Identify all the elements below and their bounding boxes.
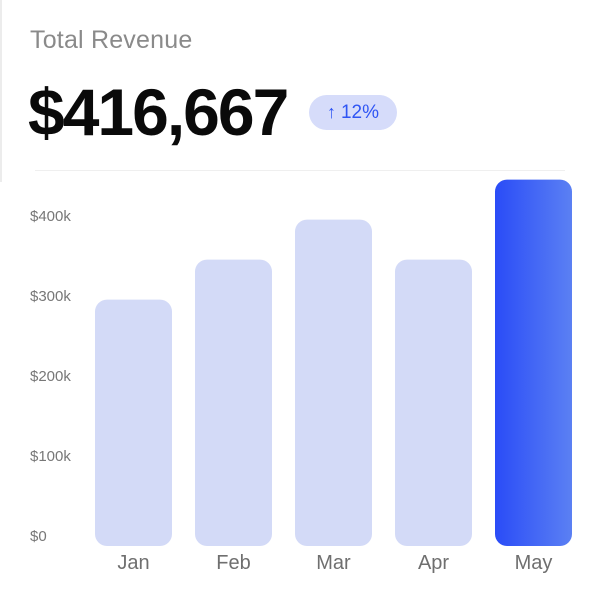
- x-tick-label-apr: Apr: [418, 552, 449, 574]
- card-title: Total Revenue: [30, 26, 193, 54]
- x-tick-label-may: May: [515, 552, 553, 574]
- bar-may[interactable]: [495, 179, 572, 546]
- arrow-up-icon: ↑: [326, 102, 336, 122]
- total-revenue-value: $416,667: [28, 75, 289, 149]
- x-tick-label-feb: Feb: [216, 552, 250, 574]
- bar-apr[interactable]: [395, 259, 472, 546]
- change-badge: ↑ 12%: [309, 95, 397, 130]
- y-tick-label: $200k: [30, 368, 71, 385]
- y-tick-label: $0: [30, 528, 47, 545]
- bar-jan[interactable]: [95, 299, 172, 546]
- y-tick-label: $300k: [30, 288, 71, 305]
- y-axis: $0 $100k $200k $300k $400k: [30, 208, 71, 545]
- left-border: [0, 0, 2, 182]
- bars: [95, 179, 572, 546]
- x-axis: Jan Feb Mar Apr May: [117, 552, 552, 574]
- y-tick-label: $100k: [30, 448, 71, 465]
- change-percent: 12%: [340, 101, 380, 123]
- x-tick-label-jan: Jan: [117, 552, 149, 574]
- divider: [35, 170, 565, 171]
- y-tick-label: $400k: [30, 208, 71, 225]
- bar-mar[interactable]: [295, 219, 372, 546]
- x-tick-label-mar: Mar: [316, 552, 351, 574]
- bar-feb[interactable]: [195, 259, 272, 546]
